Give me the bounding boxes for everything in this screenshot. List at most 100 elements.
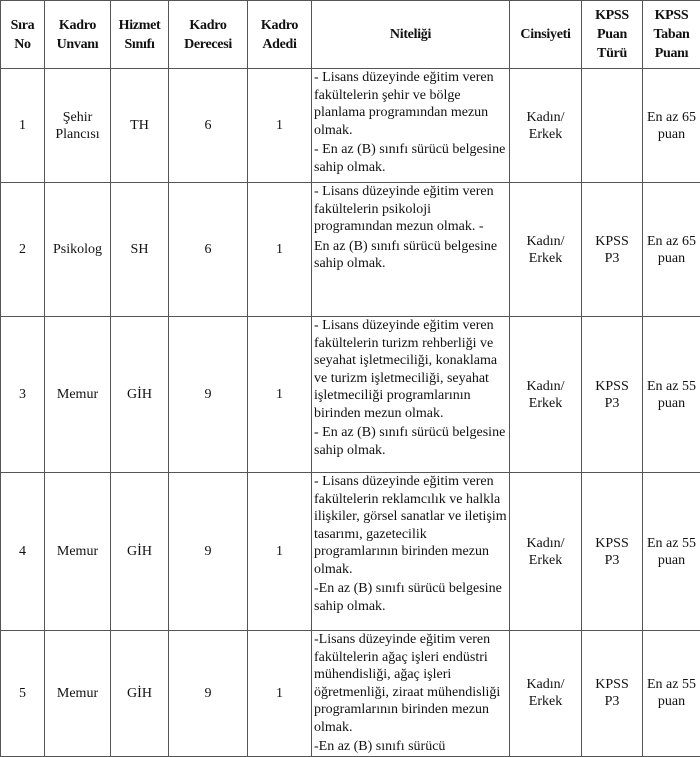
sinif-cell: GİH [111,631,169,757]
derece-cell: 6 [169,69,248,183]
cinsiyet-cell-text: Kadın/ [526,379,564,394]
header-kadro-adedi: Kadro Adedi [248,1,312,69]
unvan-cell-text: Plancısı [55,127,99,142]
header-text: Cinsiyeti [520,27,570,42]
cinsiyet-cell-text: Kadın/ [526,110,564,125]
puan-turu-cell [582,69,643,183]
header-text: No [14,37,31,52]
derece-cell: 6 [169,183,248,317]
header-niteligi: Niteliği [312,1,510,69]
taban-puan-cell-text: puan [658,694,685,709]
taban-puan-cell-text: puan [658,553,685,568]
nitelik-line: - Lisans düzeyinde eğitim veren fakültel… [314,69,508,139]
adet-cell: 1 [248,183,312,317]
header-text: Derecesi [184,37,232,52]
puan-turu-cell-text: KPSS [595,379,628,394]
puan-turu-cell-text: P3 [605,251,620,266]
adet-cell: 1 [248,317,312,473]
puan-turu-cell-text: P3 [605,553,620,568]
unvan-cell-text: Memur [57,387,98,402]
header-text: KPSS [655,8,689,23]
header-kadro-unvani: Kadro Unvanı [45,1,111,69]
unvan-cell-text: Memur [57,544,98,559]
header-text: Sınıfı [124,37,154,52]
nitelik-cell: -Lisans düzeyinde eğitim veren fakültele… [312,631,510,757]
nitelik-line: - Lisans düzeyinde eğitim veren fakültel… [314,473,508,578]
puan-turu-cell: KPSS P3 [582,317,643,473]
cinsiyet-cell-text: Erkek [529,251,562,266]
header-text: Taban [653,27,689,42]
header-text: Puan [597,27,627,42]
cinsiyet-cell: Kadın/Erkek [510,183,582,317]
nitelik-line: - Lisans düzeyinde eğitim veren fakültel… [314,317,508,422]
taban-puan-cell-text: En az 55 [647,379,696,394]
cinsiyet-cell-text: Erkek [529,396,562,411]
unvan-cell-text: Memur [57,686,98,701]
sira-cell: 3 [1,317,45,473]
sira-cell: 5 [1,631,45,757]
nitelik-line: - Lisans düzeyinde eğitim veren fakültel… [314,183,508,236]
nitelik-line: En az (B) sınıfı sürücü belgesine sahip … [314,238,508,273]
puan-turu-cell-text: P3 [605,396,620,411]
header-text: Kadro [59,18,96,33]
nitelik-line: -Lisans düzeyinde eğitim veren fakültele… [314,631,508,736]
puan-turu-cell: KPSS P3 [582,183,643,317]
adet-cell: 1 [248,69,312,183]
taban-puan-cell-text: puan [658,127,685,142]
header-kpss-puan-turu: KPSS Puan Türü [582,1,643,69]
puan-turu-cell-text: KPSS [595,234,628,249]
unvan-cell: Memur [45,473,111,631]
sinif-cell: TH [111,69,169,183]
header-cinsiyeti: Cinsiyeti [510,1,582,69]
cinsiyet-cell-text: Erkek [529,127,562,142]
sira-cell: 1 [1,69,45,183]
header-sira-no: Sıra No [1,1,45,69]
header-hizmet-sinifi: Hizmet Sınıfı [111,1,169,69]
header-text: Adedi [262,37,296,52]
cinsiyet-cell-text: Erkek [529,694,562,709]
header-text: Unvanı [57,37,99,52]
header-text: Kadro [261,18,298,33]
sinif-cell: GİH [111,317,169,473]
puan-turu-cell-text: KPSS [595,536,628,551]
taban-puan-cell-text: En az 55 [647,677,696,692]
cinsiyet-cell-text: Kadın/ [526,234,564,249]
header-kpss-taban-puani: KPSS Taban Puanı [643,1,700,69]
puan-turu-cell: KPSS P3 [582,473,643,631]
nitelik-cell: - Lisans düzeyinde eğitim veren fakültel… [312,69,510,183]
header-text: Puanı [655,46,689,61]
derece-cell: 9 [169,473,248,631]
unvan-cell: Psikolog [45,183,111,317]
taban-puan-cell: En az 55 puan [643,317,700,473]
header-text: Türü [597,46,627,61]
header-text: Kadro [189,18,226,33]
header-text: Sıra [11,18,35,33]
nitelik-cell: - Lisans düzeyinde eğitim veren fakültel… [312,473,510,631]
header-text: KPSS [595,8,629,23]
taban-puan-cell-text: puan [658,396,685,411]
sira-cell: 2 [1,183,45,317]
cinsiyet-cell: Kadın/Erkek [510,473,582,631]
taban-puan-cell-text: En az 65 [647,110,696,125]
nitelik-cell: - Lisans düzeyinde eğitim veren fakültel… [312,317,510,473]
nitelik-cell: - Lisans düzeyinde eğitim veren fakültel… [312,183,510,317]
cinsiyet-cell: Kadın/Erkek [510,317,582,473]
cinsiyet-cell: Kadın/Erkek [510,631,582,757]
nitelik-line: - En az (B) sınıfı sürücü belgesine sahi… [314,141,508,176]
header-text: Hizmet [119,18,161,33]
unvan-cell: Memur [45,317,111,473]
header-row: Sıra No Kadro Unvanı Hizmet Sınıfı Kadro Derece… [1,1,700,69]
adet-cell: 1 [248,631,312,757]
header-kadro-derecesi: Kadro Derecesi [169,1,248,69]
nitelik-line: - En az (B) sınıfı sürücü belgesine sahi… [314,424,508,459]
derece-cell: 9 [169,631,248,757]
unvan-cell-text: Psikolog [53,242,102,257]
nitelik-line: -En az (B) sınıfı sürücü belgesine sahip… [314,580,508,615]
